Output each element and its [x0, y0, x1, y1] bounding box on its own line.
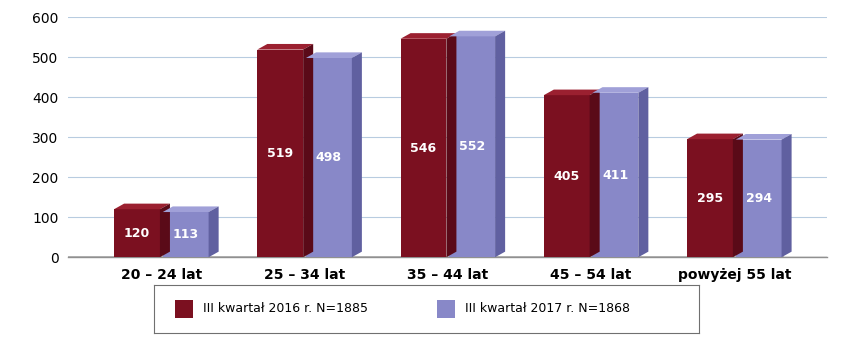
Text: 295: 295 [696, 192, 722, 205]
Polygon shape [446, 33, 456, 257]
Text: 113: 113 [172, 228, 199, 241]
Bar [306, 58, 351, 257]
Bar [163, 212, 209, 257]
Polygon shape [302, 44, 313, 257]
Polygon shape [163, 206, 218, 212]
Text: 519: 519 [267, 147, 293, 160]
Polygon shape [449, 31, 504, 36]
Polygon shape [589, 90, 599, 257]
Bar [592, 93, 637, 257]
Polygon shape [257, 44, 313, 50]
Text: 120: 120 [124, 227, 150, 240]
Polygon shape [735, 134, 791, 140]
Bar [68, 257, 784, 260]
Bar [400, 39, 446, 257]
Polygon shape [732, 134, 742, 257]
Polygon shape [114, 204, 170, 209]
Bar [257, 50, 302, 257]
Text: 405: 405 [553, 170, 579, 183]
Polygon shape [686, 134, 742, 139]
Polygon shape [592, 87, 648, 93]
Polygon shape [780, 134, 791, 257]
Polygon shape [159, 204, 170, 257]
Text: 498: 498 [315, 151, 342, 164]
Text: 552: 552 [458, 140, 485, 153]
Text: III kwartał 2017 r. N=1868: III kwartał 2017 r. N=1868 [464, 302, 629, 315]
Text: 294: 294 [745, 192, 771, 205]
Polygon shape [209, 206, 218, 257]
Bar [735, 140, 780, 257]
Bar [449, 36, 494, 257]
Bar [686, 139, 732, 257]
Text: 411: 411 [602, 168, 628, 181]
Polygon shape [544, 90, 599, 95]
Bar [176, 299, 193, 318]
Text: 546: 546 [410, 142, 436, 154]
Polygon shape [494, 31, 504, 257]
Polygon shape [351, 52, 361, 257]
Bar [437, 299, 454, 318]
Polygon shape [400, 33, 456, 39]
Polygon shape [637, 87, 648, 257]
Text: III kwartał 2016 r. N=1885: III kwartał 2016 r. N=1885 [203, 302, 367, 315]
Bar [544, 95, 589, 257]
Polygon shape [306, 52, 361, 58]
Bar [114, 209, 159, 257]
